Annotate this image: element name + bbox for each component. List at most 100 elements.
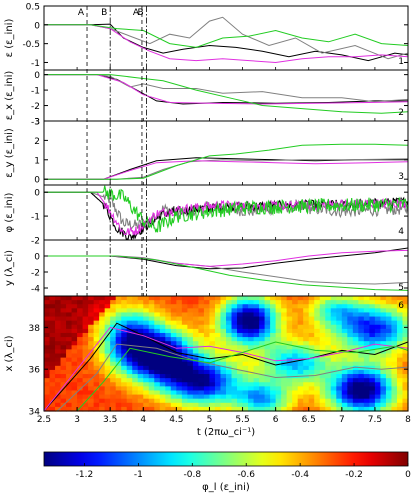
heatmap-cell	[248, 374, 255, 379]
heatmap-cell	[49, 390, 56, 396]
heatmap-cell	[336, 390, 343, 396]
heatmap-cell	[203, 312, 211, 318]
heatmap-cell	[44, 328, 51, 334]
heatmap-cell	[330, 386, 337, 392]
heatmap-cell	[148, 365, 155, 371]
heatmap-cell	[198, 406, 205, 412]
heatmap-cell	[44, 332, 51, 338]
heatmap-cell	[264, 406, 271, 412]
heatmap-cell	[82, 345, 89, 350]
heatmap-cell	[137, 374, 144, 379]
heatmap-cell	[380, 390, 387, 396]
y-tick-label: 0	[34, 71, 40, 81]
heatmap-cell	[55, 308, 62, 314]
heatmap-cell	[358, 308, 365, 314]
heatmap-cell	[110, 357, 117, 363]
heatmap-cell	[281, 394, 288, 400]
heatmap-cell	[308, 402, 315, 408]
heatmap-cell	[44, 394, 51, 400]
heatmap-cell	[203, 316, 211, 322]
heatmap-cell	[303, 357, 310, 363]
heatmap-cell	[270, 316, 277, 322]
heatmap-cell	[110, 308, 117, 314]
heatmap-cell	[303, 345, 310, 350]
heatmap-cell	[286, 361, 293, 367]
heatmap-cell	[352, 328, 359, 334]
heatmap-cell	[137, 386, 144, 392]
heatmap-cell	[220, 308, 227, 314]
heatmap-cell	[325, 365, 332, 371]
heatmap-cell	[203, 402, 211, 408]
heatmap-cell	[82, 337, 89, 342]
heatmap-cell	[181, 320, 188, 326]
heatmap-cell	[203, 365, 211, 371]
heatmap-cell	[303, 300, 310, 305]
heatmap-cell	[286, 386, 293, 392]
heatmap-cell	[148, 378, 155, 383]
heatmap-cell	[137, 324, 144, 330]
heatmap-cell	[71, 304, 78, 309]
heatmap-cell	[286, 320, 293, 326]
heatmap-cell	[363, 406, 370, 412]
heatmap-cell	[242, 341, 249, 346]
heatmap-cell	[209, 382, 216, 387]
heatmap-cell	[209, 328, 216, 334]
heatmap-cell	[203, 308, 211, 314]
heatmap-cell	[226, 374, 233, 379]
panel-frame	[43, 184, 409, 241]
heatmap-cell	[220, 402, 227, 408]
heatmap-cell	[237, 357, 244, 363]
colorbar-tick-label: -0.2	[345, 470, 363, 480]
heatmap-cell	[237, 365, 244, 371]
heatmap-cell	[126, 357, 133, 363]
heatmap-cell	[270, 328, 277, 334]
heatmap-cell	[286, 316, 293, 322]
heatmap-cell	[181, 341, 188, 346]
heatmap-cell	[93, 398, 100, 404]
heatmap-cell	[154, 328, 161, 334]
heatmap-cell	[259, 341, 266, 346]
heatmap-cell	[374, 337, 382, 342]
heatmap-cell	[319, 308, 326, 314]
panel-2: 0-1-2-3ε_x (ε_ini) 2	[4, 69, 409, 128]
heatmap-cell	[242, 300, 249, 305]
heatmap-cell	[115, 406, 122, 412]
heatmap-cell	[314, 390, 321, 396]
heatmap-cell	[308, 345, 315, 350]
heatmap-cell	[292, 402, 299, 408]
heatmap-cell	[99, 337, 106, 342]
heatmap-cell	[71, 398, 78, 404]
heatmap-cell	[297, 386, 304, 392]
heatmap-cell	[209, 296, 216, 301]
heatmap-cell	[88, 406, 95, 412]
heatmap-cell	[181, 296, 188, 301]
heatmap-cell	[374, 300, 382, 305]
heatmap-cell	[369, 353, 376, 359]
heatmap-cell	[121, 304, 128, 309]
heatmap-cell	[363, 300, 370, 305]
heatmap-cell	[374, 365, 382, 371]
trajectories	[44, 322, 408, 411]
heatmap-cell	[347, 345, 354, 350]
heatmap-cell	[402, 320, 409, 326]
heatmap-cell	[253, 337, 260, 342]
heatmap-cell	[192, 320, 200, 326]
heatmap-cell	[248, 390, 255, 396]
heatmap-cell	[214, 394, 222, 400]
heatmap-cell	[170, 337, 177, 342]
heatmap-cell	[143, 332, 150, 338]
heatmap-cell	[66, 390, 73, 396]
heatmap-cell	[44, 300, 51, 305]
heatmap-cell	[55, 357, 62, 363]
heatmap-cell	[358, 390, 365, 396]
heatmap-cell	[330, 316, 337, 322]
heatmap-cell	[77, 312, 84, 318]
heatmap-cell	[297, 394, 304, 400]
heatmap-cell	[104, 361, 111, 367]
heatmap-cell	[165, 382, 172, 387]
heatmap-cell	[66, 324, 73, 330]
heatmap-cell	[170, 341, 177, 346]
heatmap-cell	[60, 345, 67, 350]
y-tick-label: -2	[31, 102, 40, 112]
heatmap-cell	[396, 357, 404, 363]
